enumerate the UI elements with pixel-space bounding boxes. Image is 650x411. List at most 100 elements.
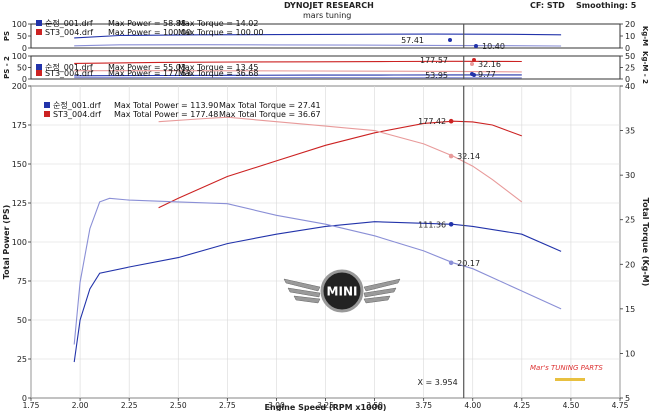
logo-text: MINI [327, 285, 358, 299]
legend-power: Max Power = 58.88 [108, 19, 186, 28]
legend-total-torque: Max Total Torque = 27.41 [219, 101, 321, 110]
y-tick-left-label: 0 [22, 394, 27, 403]
x-tick-label: 4.50 [563, 401, 580, 410]
marker-label: 111.36 [418, 220, 446, 229]
chart-panel-1: 0 50 100 0 10 20 PS Kg-M 순정_001.drf Max Power = 5… [3, 18, 649, 53]
y-tick-left-label: 175 [12, 121, 27, 130]
legend-power: Max Power = 100.00 [108, 28, 191, 37]
plot-frame [30, 23, 621, 49]
y-tick-left-label: 100 [12, 20, 27, 29]
marker-label: 20.17 [457, 259, 480, 268]
series-line-2-1 [74, 60, 522, 64]
legend-file: 순정_001.drf [45, 62, 93, 72]
legend-file: ST3_004.drf [45, 69, 93, 78]
logo-ring [320, 269, 364, 313]
y-tick-left-label: 200 [12, 82, 27, 91]
correction-factor-label: CF: STD [530, 1, 565, 10]
x-tick-label: 3.75 [415, 401, 432, 410]
panel-annotation: 57.41 [401, 36, 424, 45]
annotation-dot [472, 58, 476, 62]
legend-file: ST3_004.drf [53, 110, 101, 119]
x-tick-label: 2.25 [121, 401, 138, 410]
x-axis-label: Engine Speed (RPM x1000) [265, 403, 387, 411]
marker-dot [448, 118, 454, 124]
marker-label: 32.14 [457, 152, 480, 161]
series-line-3-4 [73, 197, 562, 345]
legend-swatch [36, 70, 42, 76]
legend-file: 순정_001.drf [45, 18, 93, 28]
chart-subtitle: mars tuning [303, 11, 352, 20]
series-line-2-3 [74, 74, 522, 77]
series-line-3-2 [158, 116, 523, 203]
y-axis-left-label: PS [3, 31, 11, 41]
legend-torque: Max Torque = 36.68 [178, 69, 258, 78]
y-tick-left-label: 0 [22, 75, 27, 84]
cursor-label: X = 3.954 [418, 378, 458, 387]
y-axis-right-label: Kg-M [641, 26, 649, 46]
annotation-dot [474, 44, 478, 48]
y-tick-left-label: 75 [17, 277, 27, 286]
marker-dot [448, 153, 454, 159]
y-tick-right-label: 0 [625, 75, 630, 84]
legend-swatch [36, 29, 42, 35]
chart-title: DYNOJET RESEARCH [284, 1, 374, 10]
marker-dot [448, 221, 454, 227]
y-axis-left-label: PS - 2 [3, 56, 11, 79]
y-tick-right-label: 30 [625, 171, 635, 180]
marker-dot [448, 260, 454, 266]
mars-tuning-watermark: Mar's TUNING PARTS [530, 364, 603, 372]
y-tick-right-label: 50 [625, 52, 635, 61]
legend-power: Max Power = 55.03 [108, 63, 186, 72]
panel-annotation: 53.95 [425, 71, 448, 80]
y-tick-left-label: 50 [17, 32, 27, 41]
y-tick-left-label: 100 [12, 52, 27, 61]
series-line-3-3 [73, 221, 562, 363]
y-axis-right-label: Kg-M - 2 [641, 51, 649, 84]
legend-total-torque: Max Total Torque = 36.67 [219, 110, 321, 119]
y-tick-left-label: 50 [17, 316, 27, 325]
legend-torque: Max Torque = 100.00 [178, 28, 264, 37]
panel-annotation: 10.40 [482, 42, 505, 51]
marker-label: 177.42 [418, 117, 446, 126]
watermark-bar [555, 378, 585, 381]
y-tick-right-label: 35 [625, 127, 635, 136]
y-tick-right-label: 15 [625, 305, 635, 314]
x-tick-label: 3.00 [268, 401, 285, 410]
x-tick-label: 2.75 [219, 401, 236, 410]
series-line-1-2 [74, 44, 562, 47]
mini-wing-logo: MINI [283, 269, 401, 313]
y-tick-right-label: 0 [625, 44, 630, 53]
x-tick-label: 4.25 [513, 401, 530, 410]
legend-swatch [44, 111, 50, 117]
panel-annotation: 32.16 [478, 60, 501, 69]
x-tick-label: 2.50 [170, 401, 187, 410]
annotation-dot [470, 72, 474, 76]
y-tick-right-label: 25 [625, 64, 635, 73]
series-line-2-2 [74, 70, 522, 73]
chart-panel-3: 0 25 50 75 100 125 150 175 200 5 10 15 20 25 30 35 40 Tot… [2, 82, 650, 411]
x-tick-label: 3.50 [366, 401, 383, 410]
y-tick-right-label: 10 [625, 32, 635, 41]
x-tick-label: 2.00 [72, 401, 89, 410]
x-tick-label: 4.75 [612, 401, 629, 410]
legend-file: 순정_001.drf [53, 100, 101, 110]
y-tick-left-label: 150 [12, 160, 27, 169]
y-tick-right-label: 40 [625, 82, 635, 91]
y-tick-right-label: 5 [625, 394, 630, 403]
chart-panel-2: 0 50 100 0 25 50 PS - 2 Kg-M - 2 순정_001.drf Max P… [3, 51, 649, 84]
y-tick-right-label: 20 [625, 260, 635, 269]
logo-wing-right [363, 278, 401, 304]
annotation-dot [448, 38, 452, 42]
y-tick-left-label: 0 [22, 44, 27, 53]
legend-swatch [36, 20, 42, 26]
y-tick-left-label: 25 [17, 355, 27, 364]
smoothing-label: Smoothing: 5 [576, 1, 637, 10]
y-axis-left-label: Total Power (PS) [2, 205, 11, 279]
annotation-dot [470, 62, 474, 66]
x-tick-label: 1.75 [23, 401, 40, 410]
legend-total-power: Max Total Power = 113.90 [114, 101, 218, 110]
y-tick-left-label: 100 [12, 238, 27, 247]
legend-torque: Max Torque = 13.45 [178, 63, 258, 72]
legend-swatch [44, 102, 50, 108]
panel-annotation: 177.57 [420, 56, 448, 65]
